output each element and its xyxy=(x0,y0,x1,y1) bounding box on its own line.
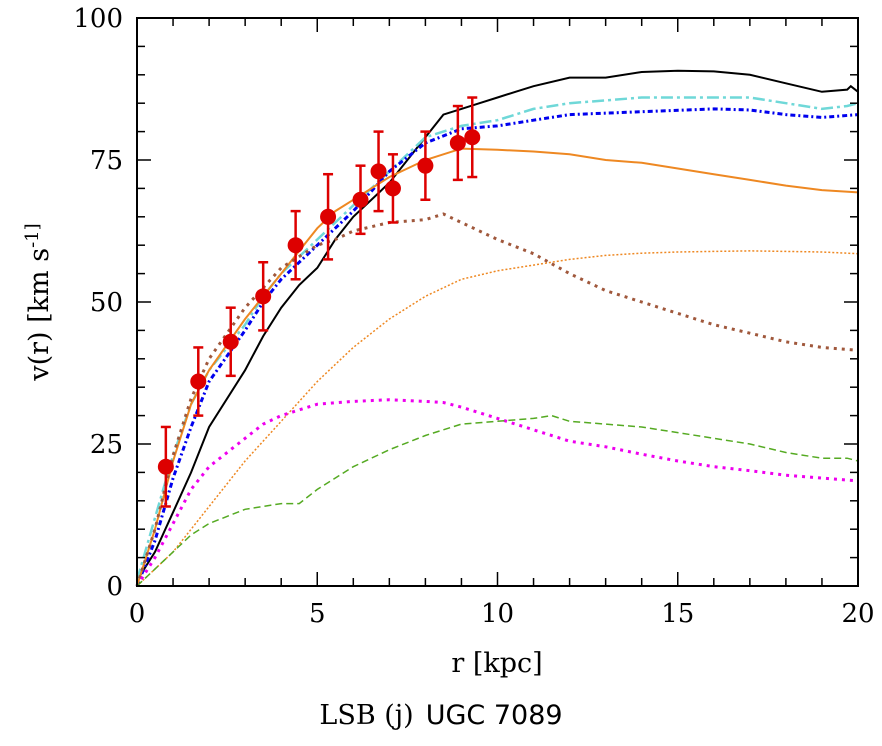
data-point xyxy=(157,458,174,475)
observed-points-layer xyxy=(157,96,481,508)
data-point xyxy=(464,129,481,146)
data-point xyxy=(384,180,401,197)
caption-galaxy-name: UGC 7089 xyxy=(425,700,563,731)
data-point xyxy=(255,288,272,305)
y-tick-label: 0 xyxy=(106,572,123,602)
series-line-3 xyxy=(136,147,859,587)
y-tick-label: 50 xyxy=(90,288,123,318)
series-line-5 xyxy=(136,250,859,587)
y-tick-label: 75 xyxy=(90,146,123,176)
x-tick-label: 20 xyxy=(841,599,874,629)
data-point xyxy=(222,333,239,350)
data-point xyxy=(449,134,466,151)
x-tick-label: 0 xyxy=(129,599,146,629)
series-line-4 xyxy=(135,212,859,587)
axis-ticks: 0 5 10 15 20 0 25 50 75 100 xyxy=(73,4,874,629)
y-axis-label: v(r) [km s-1] xyxy=(22,223,56,381)
plot-frame xyxy=(136,17,859,587)
x-tick-label: 15 xyxy=(661,599,694,629)
caption-prefix: LSB (j) xyxy=(319,700,414,731)
y-tick-label: 100 xyxy=(73,4,123,34)
series-layer xyxy=(135,69,859,587)
series-line-7 xyxy=(136,414,859,587)
y-tick-label: 25 xyxy=(90,430,123,460)
chart-caption: LSB (j) UGC 7089 xyxy=(0,700,882,731)
data-point xyxy=(417,157,434,174)
data-point xyxy=(190,373,207,390)
x-tick-label: 10 xyxy=(481,599,514,629)
x-tick-label: 5 xyxy=(309,599,326,629)
data-point xyxy=(370,163,387,180)
series-line-1 xyxy=(135,96,859,581)
series-line-6 xyxy=(135,398,859,587)
data-point xyxy=(287,237,304,254)
data-point xyxy=(352,191,369,208)
series-line-0 xyxy=(136,69,859,581)
data-point xyxy=(320,208,337,225)
x-axis-label: r [kpc] xyxy=(451,648,542,679)
